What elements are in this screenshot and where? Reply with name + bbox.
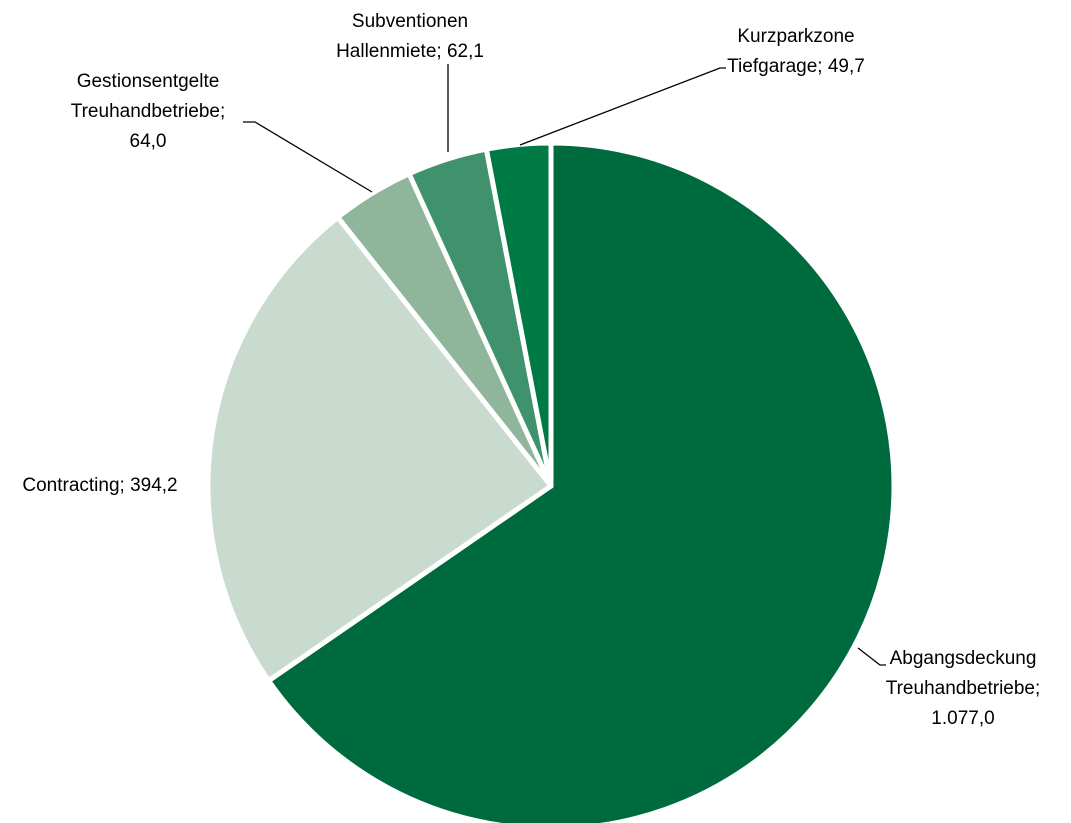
label-word: Abgangsdeckung: [890, 648, 1042, 669]
label-word: Treuhandbetriebe: [71, 101, 220, 122]
slices: [205, 140, 897, 823]
slice-label: Subventionen Hallenmiete: [336, 11, 473, 62]
label-separator: ;: [220, 101, 225, 122]
label-word: Treuhandbetriebe: [886, 678, 1035, 699]
slice: [266, 140, 897, 823]
label-word: Subventionen: [352, 11, 474, 32]
value-label: 49,7: [828, 56, 865, 77]
value-label: 394,2: [130, 475, 178, 496]
label-word: Kurzparkzone: [737, 26, 860, 47]
slice-label: Abgangsdeckung Treuhandbetriebe: [886, 648, 1042, 699]
slice: [483, 140, 554, 489]
label-separator: ;: [120, 475, 125, 496]
leader-line: [857, 647, 886, 666]
label-separator: ;: [436, 41, 441, 62]
label-word: Hallenmiete: [336, 41, 436, 62]
value-label: 1.077,0: [931, 708, 994, 729]
label-word: Tiefgarage: [727, 56, 817, 77]
label-separator: ;: [1035, 678, 1040, 699]
label-word: Gestionsentgelte: [77, 71, 225, 92]
value-label: 64,0: [130, 131, 167, 152]
label-separator: ;: [817, 56, 822, 77]
leader-lines: [243, 64, 886, 666]
slice: [205, 214, 554, 684]
label-word: Contracting: [22, 475, 119, 496]
slice-label: Kurzparkzone Tiefgarage: [727, 26, 860, 77]
leader-line: [243, 121, 373, 193]
value-label: 62,1: [447, 41, 484, 62]
leader-line: [519, 67, 726, 146]
slice-label: Contracting: [22, 475, 119, 496]
slice-label: Gestionsentgelte Treuhandbetriebe: [71, 71, 225, 122]
